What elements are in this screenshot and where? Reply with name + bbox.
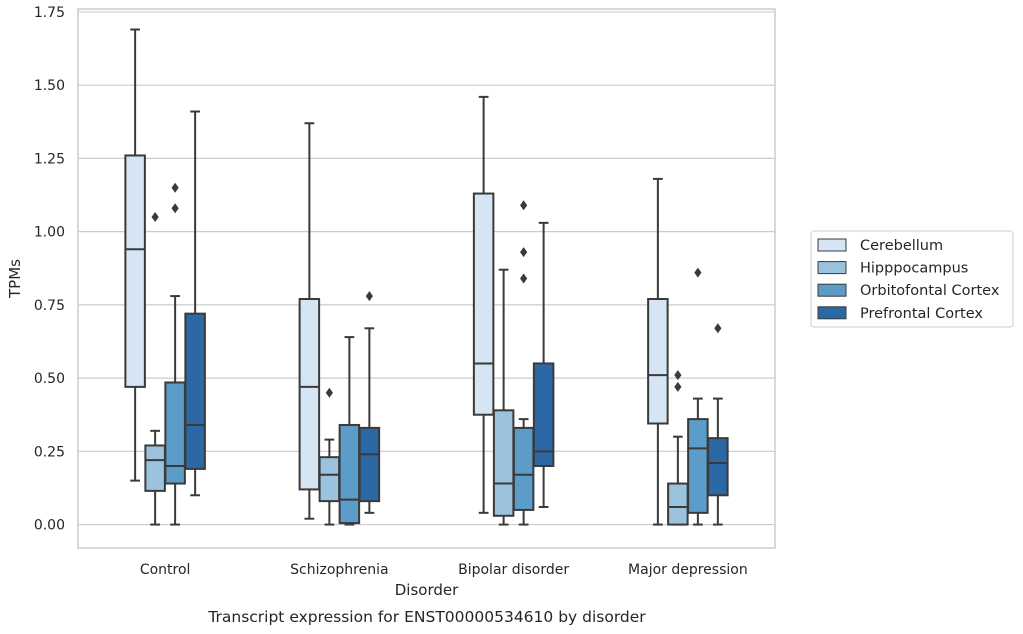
box-body (512, 426, 535, 511)
box-body (707, 437, 729, 497)
outlier-point (151, 211, 159, 222)
x-axis-label: Disorder (395, 581, 459, 599)
y-tick-label: 1.00 (34, 225, 65, 241)
legend-frame (810, 230, 1014, 328)
box (338, 336, 361, 526)
y-tick-label: 1.50 (34, 78, 65, 94)
box-body (144, 444, 166, 492)
box-body (164, 381, 186, 485)
outlier-point (325, 387, 333, 398)
legend-swatch (817, 238, 847, 252)
box-body (338, 423, 361, 525)
x-tick-label: Major depression (628, 562, 748, 578)
outlier-point (674, 381, 682, 392)
box-body (184, 312, 206, 470)
box (472, 95, 495, 514)
box-body (472, 192, 495, 416)
outlier-point (520, 247, 528, 258)
outlier-point (520, 200, 528, 211)
box-body (298, 298, 321, 491)
outlier-point (365, 291, 373, 302)
box (512, 200, 535, 526)
box-body (667, 482, 689, 526)
outlier-point (171, 182, 179, 193)
outlier-point (714, 323, 722, 334)
outlier-point (674, 370, 682, 381)
legend-label: Hipppocampus (860, 261, 968, 277)
box-body (687, 418, 709, 514)
box (532, 221, 555, 508)
y-tick-label: 0.00 (34, 518, 65, 534)
box-body (318, 456, 341, 503)
box-body (532, 362, 555, 467)
box (184, 110, 206, 497)
y-axis-label: TPMs (6, 259, 24, 299)
x-tick-label: Bipolar disorder (458, 562, 569, 578)
box (687, 267, 709, 526)
box-body (358, 426, 381, 503)
outlier-point (694, 267, 702, 278)
legend-swatch (817, 261, 847, 275)
box (492, 268, 515, 526)
figure-caption: Transcript expression for ENST0000053461… (207, 608, 646, 626)
box (707, 323, 729, 526)
y-tick-label: 0.50 (34, 371, 65, 387)
legend-swatch (817, 306, 847, 320)
legend: Cerebellum Hipppocampus Orbitofontal Corte… (810, 230, 1014, 328)
outlier-point (171, 203, 179, 214)
legend-label: Orbitofontal Cortex (860, 283, 1000, 299)
legend-label: Prefrontal Cortex (860, 306, 983, 322)
outlier-point (520, 273, 528, 284)
box (647, 177, 669, 526)
x-tick-label: Control (140, 562, 191, 578)
y-tick-label: 0.25 (34, 444, 65, 460)
y-tick-label: 1.25 (34, 151, 65, 167)
x-axis-ticks: Control Schizophrenia Bipolar disorder Majo… (140, 562, 748, 578)
box-series (124, 28, 729, 526)
box-body (647, 298, 669, 425)
box (124, 28, 146, 482)
box-body (492, 409, 515, 517)
box (298, 122, 321, 520)
y-tick-label: 0.75 (34, 298, 65, 314)
x-tick-label: Schizophrenia (290, 562, 388, 578)
box-body (124, 154, 146, 388)
y-axis-ticks: 0.00 0.25 0.50 0.75 1.00 1.25 1.50 1.75 (34, 5, 65, 534)
box (358, 291, 381, 514)
legend-swatch (817, 283, 847, 297)
y-tick-label: 1.75 (34, 5, 65, 21)
legend-label: Cerebellum (860, 238, 943, 254)
